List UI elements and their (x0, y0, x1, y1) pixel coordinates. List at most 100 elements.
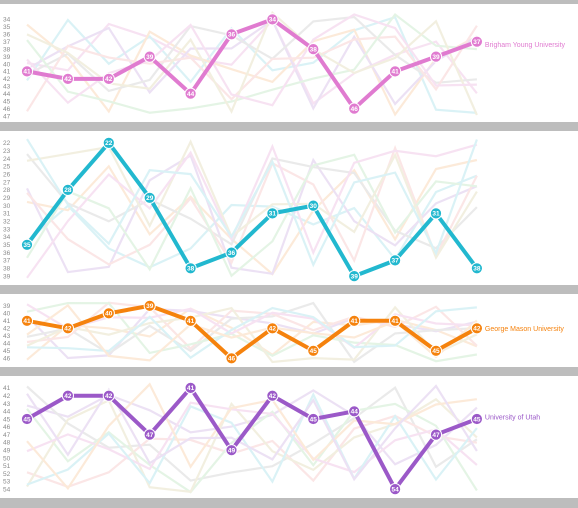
data-point (143, 299, 156, 312)
background-line (26, 153, 478, 278)
chart-panel-4: 41 42 43 44 45 46 47 48 49 50 51 52 53 54 45 42 42 47 41 49… (0, 376, 578, 498)
data-point (20, 412, 34, 426)
background-line (26, 25, 478, 112)
data-label: 41 (391, 318, 399, 325)
data-point (470, 322, 483, 335)
data-label: 42 (64, 393, 72, 400)
y-tick-label: 25 (3, 164, 11, 171)
y-tick-label: 41 (3, 385, 11, 392)
y-tick-label: 41 (3, 69, 11, 76)
data-label: 42 (105, 76, 113, 83)
data-point (102, 136, 115, 149)
data-point (389, 254, 402, 267)
data-label: 36 (228, 32, 236, 39)
y-tick-label: 52 (3, 471, 11, 478)
data-label: 42 (473, 326, 481, 333)
data-label: 39 (146, 54, 154, 61)
y-tick-label: 42 (3, 326, 11, 333)
data-label: 46 (228, 356, 236, 363)
y-tick-label: 27 (3, 179, 11, 186)
y-tick-label: 47 (3, 432, 11, 439)
y-tick-label: 33 (3, 226, 11, 233)
data-point (266, 322, 279, 335)
data-point (348, 405, 361, 418)
series-name-label: Brigham Young University (485, 42, 566, 49)
panel-separator (0, 498, 578, 508)
background-line (26, 305, 478, 364)
chart-panel-2: 22 23 24 25 26 27 28 29 30 31 32 33 34 35 36 37 38 39 35 28… (0, 131, 578, 285)
y-tick-label: 45 (3, 416, 11, 423)
y-tick-label: 30 (3, 203, 11, 210)
background-line (26, 402, 478, 494)
y-tick-label: 44 (3, 409, 11, 416)
data-label: 39 (146, 303, 154, 310)
data-label: 38 (310, 46, 318, 53)
data-label: 44 (187, 91, 195, 98)
background-line (26, 138, 478, 268)
background-line (26, 397, 478, 493)
y-tick-label: 23 (3, 148, 11, 155)
background-line (26, 143, 478, 279)
data-point (389, 314, 402, 327)
y-tick-label: 31 (3, 211, 11, 218)
series-name-label: George Mason University (485, 326, 564, 333)
data-point (184, 87, 197, 100)
data-point (389, 65, 402, 78)
y-tick-label: 26 (3, 172, 11, 179)
background-line (26, 153, 478, 250)
y-tick-label: 46 (3, 356, 11, 363)
background-lines (26, 382, 478, 494)
y-tick-label: 42 (3, 393, 11, 400)
background-line (26, 23, 478, 117)
data-point (20, 238, 34, 251)
data-point (102, 389, 115, 402)
series-name-label: University of Utah (485, 415, 540, 422)
y-tick-label: 39 (3, 54, 11, 61)
data-label: 41 (351, 318, 359, 325)
data-label: 30 (310, 203, 318, 210)
data-point (61, 389, 75, 402)
data-point (307, 43, 320, 56)
y-tick-label: 48 (3, 440, 11, 447)
y-tick-label: 50 (3, 455, 11, 462)
data-label: 41 (391, 69, 399, 76)
data-label: 42 (269, 393, 277, 400)
panel-separator (0, 367, 578, 376)
y-tick-label: 47 (3, 113, 11, 120)
background-line (26, 392, 478, 486)
data-label: 41 (23, 69, 31, 76)
y-tick-label: 43 (3, 333, 11, 340)
y-tick-label: 34 (3, 234, 11, 241)
data-point (143, 428, 156, 441)
data-point (307, 344, 320, 357)
data-label: 46 (351, 106, 359, 113)
data-label: 38 (187, 266, 195, 273)
data-label: 34 (269, 17, 277, 24)
data-label: 42 (64, 326, 72, 333)
data-point (102, 72, 115, 86)
data-label: 35 (23, 242, 31, 249)
background-line (26, 303, 477, 350)
data-label: 41 (187, 318, 195, 325)
y-tick-label: 36 (3, 250, 11, 257)
data-label: 45 (310, 416, 318, 423)
data-label: 37 (391, 258, 399, 265)
background-line (26, 15, 477, 114)
data-point (429, 344, 443, 357)
data-point (389, 483, 402, 496)
y-tick-label: 22 (3, 140, 11, 147)
background-lines (26, 138, 478, 279)
data-point (429, 50, 443, 63)
data-label: 31 (432, 211, 440, 218)
background-line (26, 401, 478, 474)
data-label: 42 (269, 326, 277, 333)
y-tick-label: 44 (3, 341, 11, 348)
y-tick-label: 32 (3, 219, 11, 226)
data-label: 40 (105, 311, 113, 318)
y-tick-label: 37 (3, 258, 11, 265)
data-label: 54 (391, 486, 399, 493)
y-tick-label: 45 (3, 98, 11, 105)
y-tick-label: 35 (3, 24, 11, 31)
